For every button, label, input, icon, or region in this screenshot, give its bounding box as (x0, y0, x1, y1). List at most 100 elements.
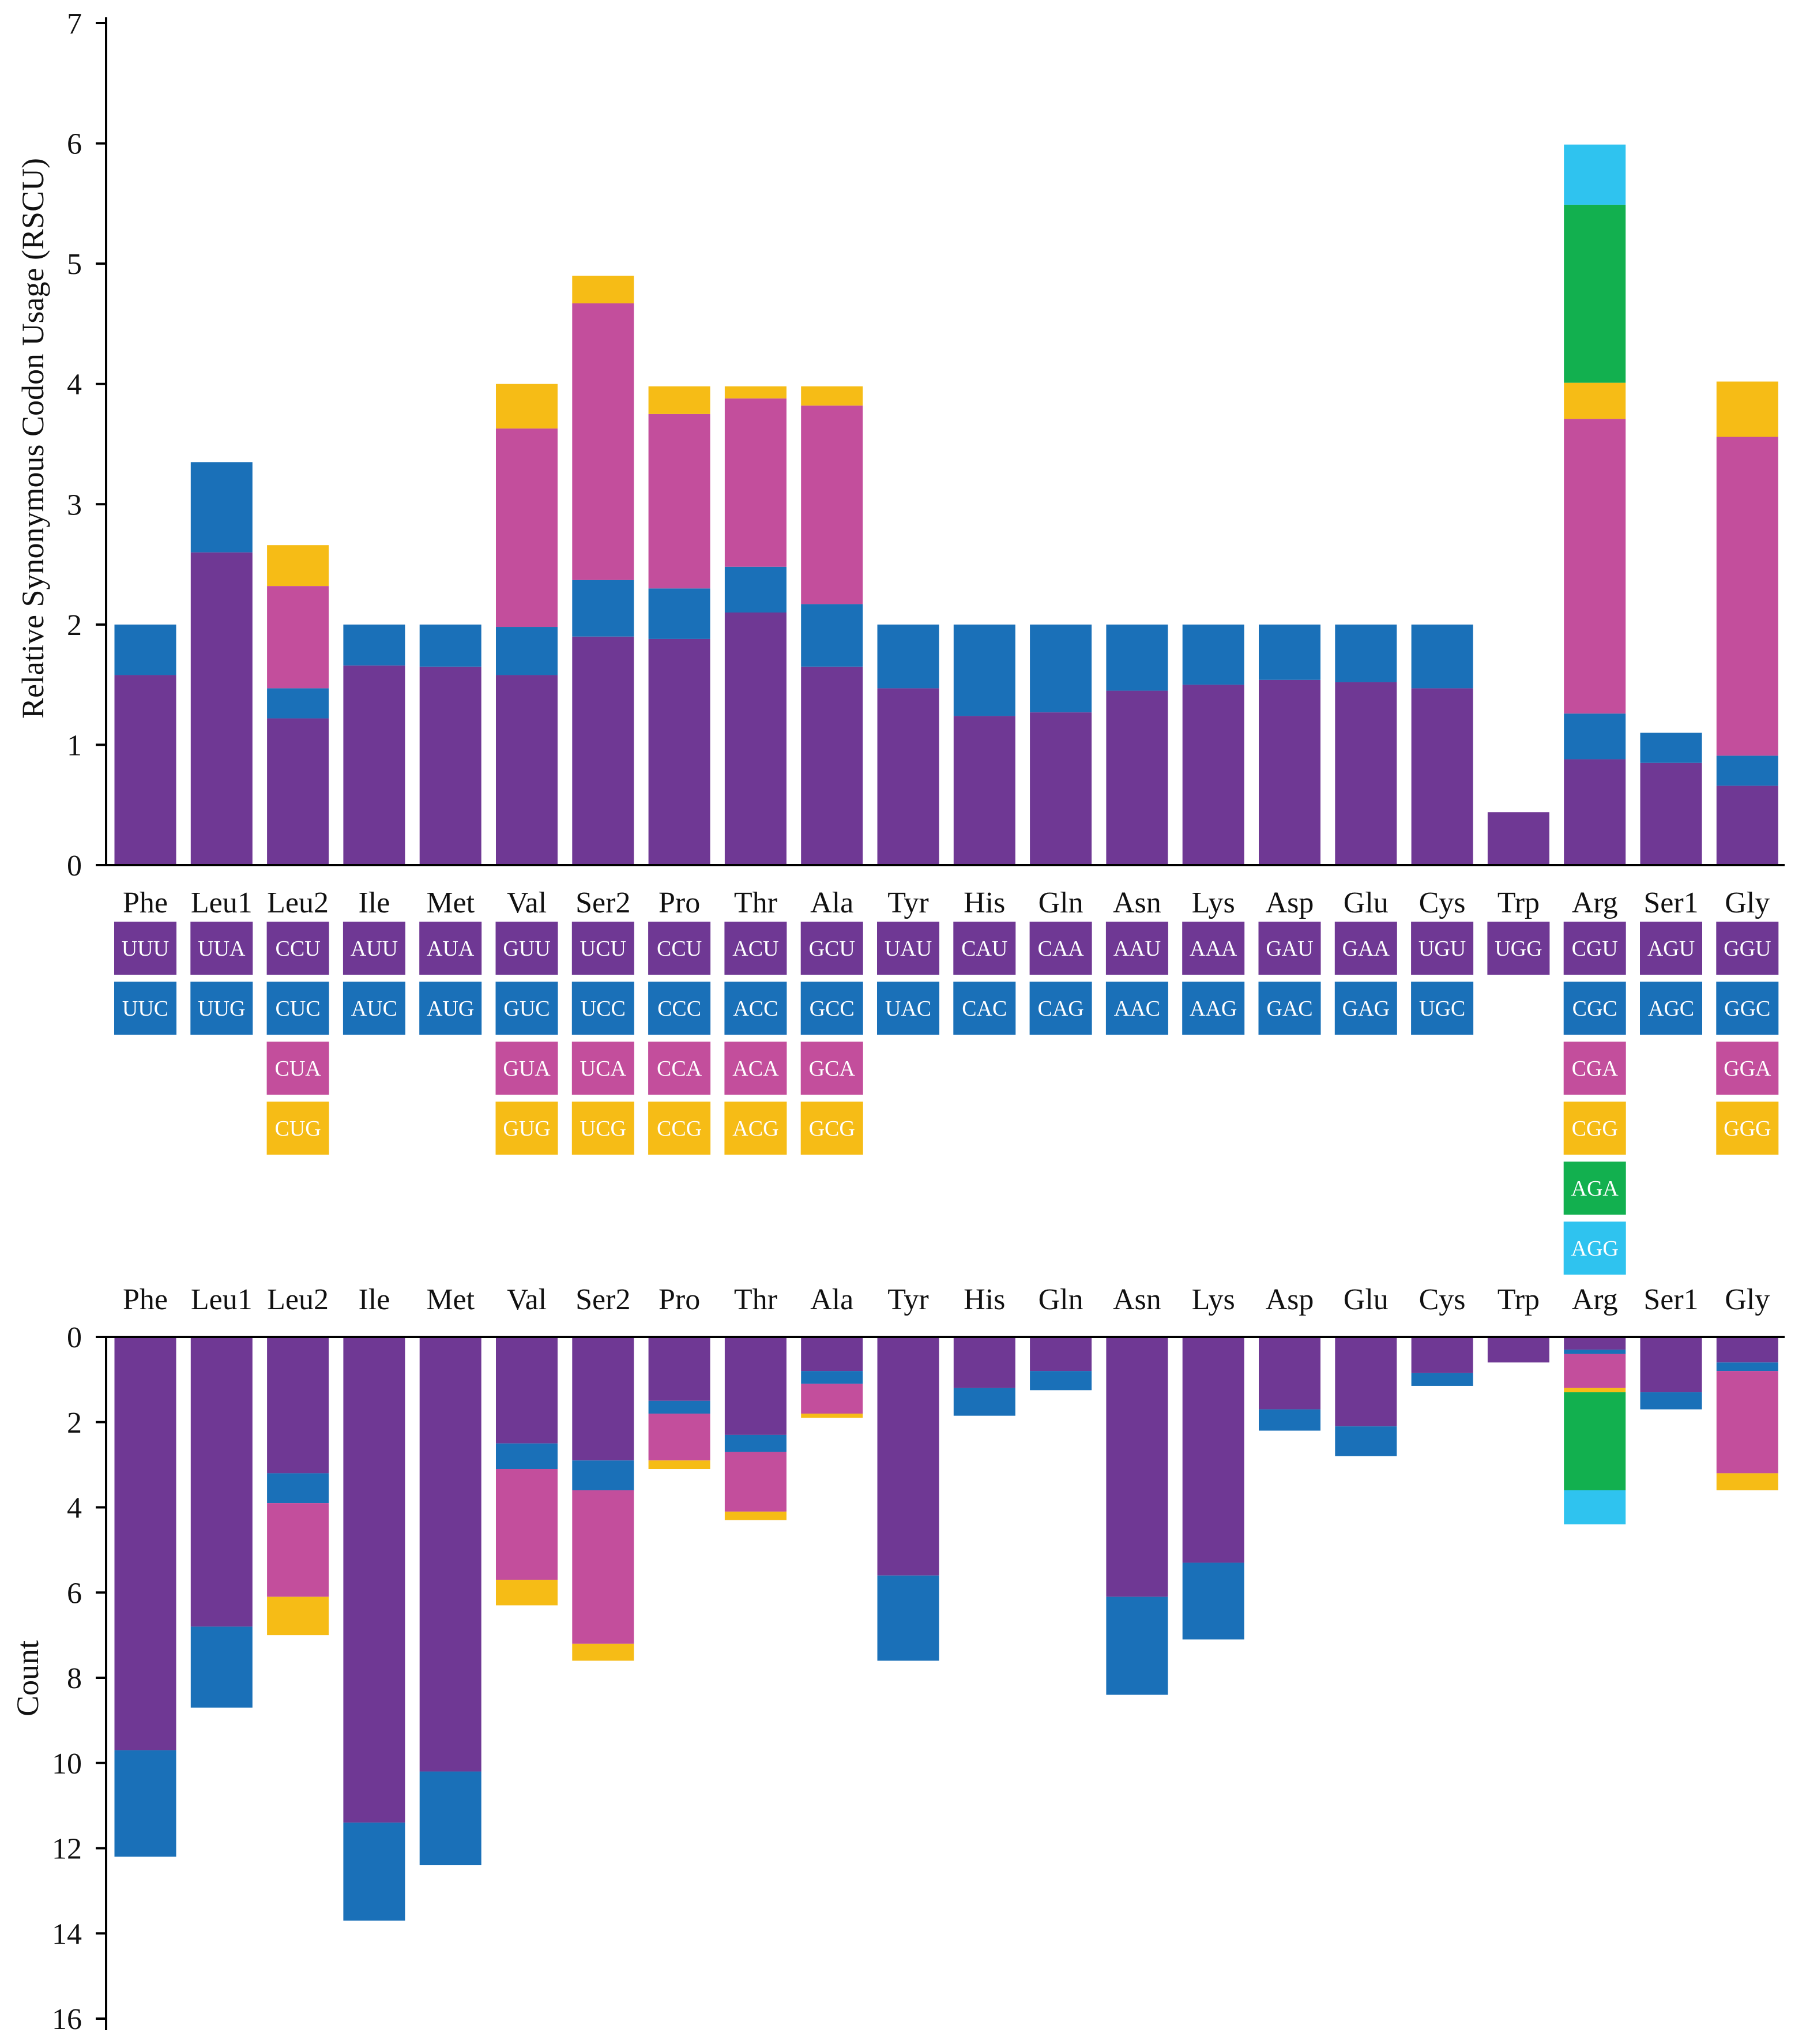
rscu-bar-his-cac (953, 624, 1015, 716)
codon-box-gly-gga (1716, 1042, 1779, 1095)
codon-legend-grid: UUU UUC UUA UUG CCU CUC CUA CUG AUU AUC AUA AUG GUU G… (114, 922, 1779, 1275)
rscu-bar-trp-ugg (1487, 812, 1549, 865)
count-bar-phe-uuc (114, 1750, 176, 1857)
bottom-y-tick-label: 2 (67, 1407, 82, 1440)
count-bar-leu2-cua (267, 1503, 329, 1597)
bottom-y-axis-title: Count (10, 1640, 45, 1716)
codon-label: GGG (1724, 1117, 1771, 1141)
aa-label-bottom-met: Met (426, 1283, 475, 1316)
count-bar-tyr-uac (877, 1575, 939, 1661)
top-y-tick-label: 6 (67, 128, 82, 161)
rscu-bar-ala-gcc (801, 604, 863, 667)
codon-box-pro-ccu (648, 922, 711, 975)
codon-box-thr-acg (724, 1102, 787, 1155)
codon-box-arg-cgg (1563, 1102, 1626, 1155)
codon-label: UCC (581, 997, 626, 1021)
codon-box-ala-gcu (800, 922, 863, 975)
count-bar-gly-ggg (1716, 1473, 1778, 1490)
codon-box-phe-uuc (114, 982, 176, 1035)
top-y-tick-label: 3 (67, 489, 82, 521)
rscu-bar-arg-agg (1564, 144, 1626, 205)
aa-label-top-val: Val (507, 886, 547, 919)
count-bar-asn-aau (1106, 1337, 1168, 1597)
codon-box-arg-cgu (1563, 922, 1626, 975)
count-bar-lys-aag (1182, 1562, 1244, 1640)
rscu-bar-leu1-uug (190, 462, 253, 553)
rscu-bar-arg-cgg (1564, 382, 1626, 419)
rscu-bar-met-aug (419, 624, 481, 667)
top-y-tick-label: 4 (67, 369, 82, 401)
codon-label: UAU (885, 937, 932, 961)
count-bar-ser2-ucu (572, 1337, 634, 1461)
codon-label: GGC (1724, 997, 1770, 1021)
codon-label: UCU (580, 937, 626, 961)
codon-label: ACU (732, 937, 778, 961)
aa-label-bottom-leu2: Leu2 (267, 1283, 329, 1316)
bottom-y-tick-label: 16 (52, 2003, 82, 2036)
codon-label: UAC (885, 997, 931, 1021)
count-bar-asp-gac (1259, 1409, 1320, 1431)
count-bar-thr-aca (724, 1452, 787, 1512)
rscu-bars (114, 144, 1778, 865)
codon-label: CGU (1572, 937, 1618, 961)
top-y-tick-label: 5 (67, 248, 82, 281)
codon-label: GUC (503, 997, 550, 1021)
codon-label: AUG (427, 997, 474, 1021)
rscu-bar-pro-ccc (648, 588, 710, 639)
aa-label-bottom-ser1: Ser1 (1643, 1283, 1698, 1316)
codon-box-thr-acu (724, 922, 787, 975)
codon-label: UUU (122, 937, 169, 961)
codon-box-thr-aca (724, 1042, 787, 1095)
codon-label: UUA (198, 937, 246, 961)
aa-label-bottom-leu1: Leu1 (191, 1283, 253, 1316)
count-bar-met-aug (419, 1771, 481, 1866)
aa-label-top-ser1: Ser1 (1643, 886, 1698, 919)
aa-label-top-cys: Cys (1419, 886, 1466, 919)
codon-box-gly-ggc (1716, 982, 1779, 1035)
rscu-bar-gly-ggg (1716, 381, 1778, 437)
rscu-bar-thr-acc (724, 566, 787, 613)
count-bar-pro-cca (648, 1413, 710, 1461)
aa-label-top-met: Met (426, 886, 475, 919)
rscu-bar-arg-cgc (1564, 713, 1626, 760)
rscu-bar-cys-ugu (1411, 688, 1473, 865)
codon-box-phe-uuu (114, 922, 176, 975)
rscu-bar-arg-aga (1564, 204, 1626, 383)
rscu-bar-thr-aca (724, 398, 787, 567)
count-bar-ile-auu (343, 1337, 405, 1823)
rscu-bar-gly-ggc (1716, 756, 1778, 786)
count-bar-thr-acc (724, 1434, 787, 1452)
codon-label: GGA (1724, 1057, 1771, 1081)
codon-label: AAG (1190, 997, 1237, 1021)
codon-label: GAU (1266, 937, 1313, 961)
codon-label: CUA (274, 1057, 321, 1081)
codon-label: CCU (657, 937, 702, 961)
aa-label-bottom-gly: Gly (1725, 1283, 1770, 1316)
codon-box-trp-ugg (1487, 922, 1550, 975)
bottom-y-tick-label: 4 (67, 1492, 82, 1525)
codon-box-asp-gac (1258, 982, 1321, 1035)
codon-box-ser2-ucc (571, 982, 634, 1035)
codon-label: CAG (1037, 997, 1083, 1021)
codon-label: CGC (1572, 997, 1617, 1021)
aa-label-top-asn: Asn (1113, 886, 1161, 919)
codon-label: CCA (657, 1057, 702, 1081)
codon-label: AAC (1114, 997, 1160, 1021)
count-bar-leu2-ccu (267, 1337, 329, 1474)
count-bar-ala-gcc (801, 1371, 863, 1384)
rscu-bar-asp-gac (1259, 624, 1320, 680)
count-bar-tyr-uau (877, 1337, 939, 1576)
rscu-bar-tyr-uac (877, 624, 939, 689)
rscu-bar-ala-gca (801, 405, 863, 604)
codon-label: AGU (1647, 937, 1695, 961)
aa-label-bottom-asn: Asn (1113, 1283, 1161, 1316)
aa-label-bottom-his: His (964, 1283, 1005, 1316)
rscu-bar-ser2-ucg (572, 276, 634, 303)
rscu-bar-thr-acu (724, 613, 787, 865)
codon-label: CCG (657, 1117, 702, 1141)
aa-label-top-leu1: Leu1 (191, 886, 253, 919)
count-bar-pro-ccg (648, 1460, 710, 1470)
codon-box-lys-aag (1182, 982, 1245, 1035)
codon-label: AUC (351, 997, 397, 1021)
